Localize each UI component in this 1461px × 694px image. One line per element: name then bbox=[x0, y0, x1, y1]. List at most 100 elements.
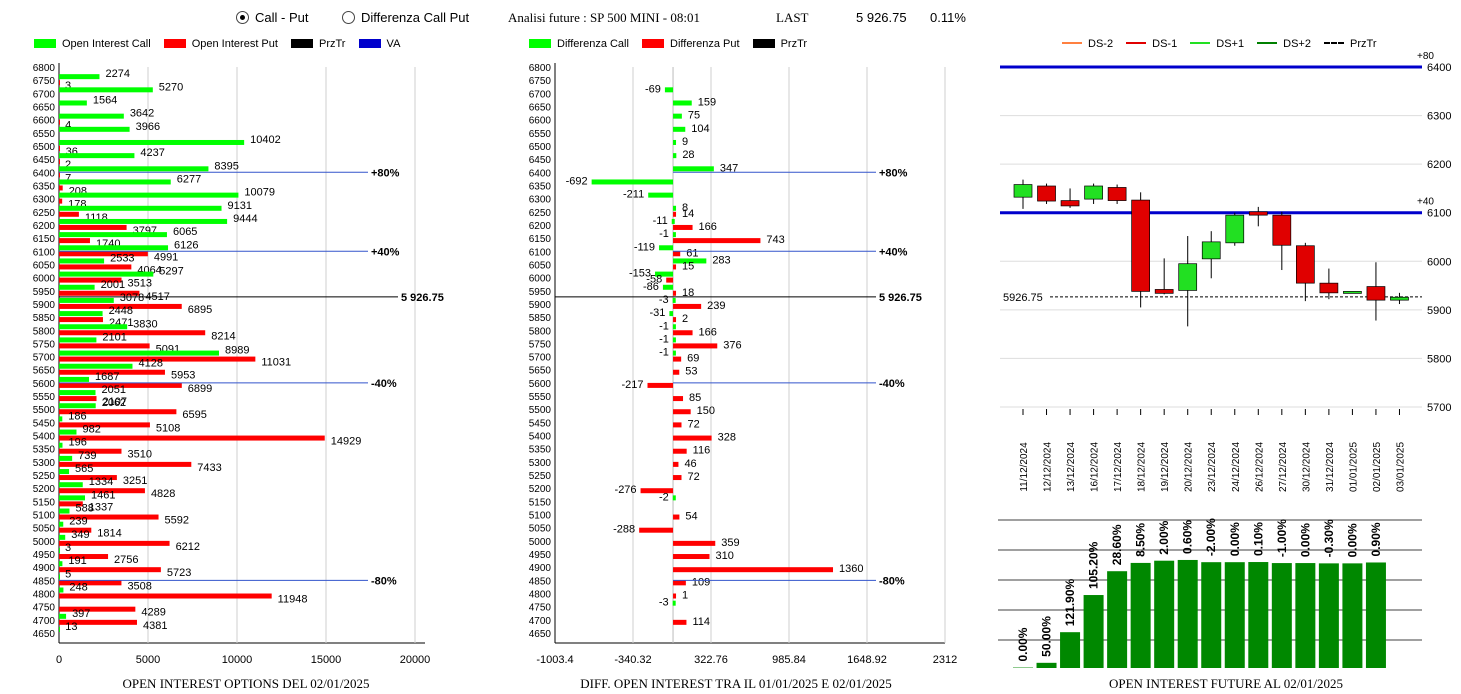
chart2-strike-label: 6400 bbox=[529, 168, 552, 179]
chart2-strike-label: 5950 bbox=[529, 287, 552, 298]
chart2-strike-label: 4700 bbox=[529, 616, 552, 627]
chart2-put-bar bbox=[666, 277, 674, 283]
chart1-put-bar bbox=[59, 172, 60, 178]
chart2-put-value: 239 bbox=[707, 300, 725, 312]
chart2-call-value: 159 bbox=[698, 96, 716, 108]
chart1-put-bar bbox=[59, 619, 137, 625]
chart4-value-label: 0.00% bbox=[1228, 522, 1242, 556]
radio-call-put[interactable]: Call - Put bbox=[236, 10, 308, 25]
chart2-put-value: 1360 bbox=[839, 563, 863, 575]
chart1-strike-label: 6750 bbox=[33, 76, 56, 87]
chart3-y-tick: 6100 bbox=[1427, 208, 1451, 220]
chart1-call-value: 5297 bbox=[159, 266, 183, 278]
chart1-call-bar bbox=[59, 153, 135, 159]
chart2-put-value: 166 bbox=[699, 326, 717, 338]
chart2-call-value: 75 bbox=[688, 110, 700, 122]
chart1-put-value: 4991 bbox=[154, 251, 178, 263]
chart2-strike-label: 5200 bbox=[529, 484, 552, 495]
chart2-call-value: -692 bbox=[566, 175, 588, 187]
chart1-put-value: 3513 bbox=[128, 278, 152, 290]
chart2-put-bar bbox=[673, 224, 693, 230]
chart2-put-bar bbox=[673, 396, 684, 402]
chart1-put-value: 5592 bbox=[165, 515, 189, 527]
chart1-call-value: 2062 bbox=[102, 397, 126, 409]
chart4-value-label: 0.00% bbox=[1298, 523, 1312, 557]
chart1-call-bar bbox=[59, 205, 222, 211]
chart1-strike-label: 5600 bbox=[33, 379, 56, 390]
chart1-call-bar bbox=[59, 429, 77, 435]
chart2-level-label: +40% bbox=[879, 246, 908, 258]
chart4-value-label: 0.90% bbox=[1369, 522, 1383, 556]
legend-diff-put-swatch bbox=[642, 39, 665, 48]
chart1-put-bar bbox=[59, 448, 122, 454]
chart1-call-bar bbox=[59, 245, 169, 251]
chart3-date-label: 26/12/2024 bbox=[1254, 442, 1265, 492]
chart2-strike-label: 6250 bbox=[529, 208, 552, 219]
legend-prztr3-line bbox=[1324, 42, 1345, 44]
chart1-x-tick: 5000 bbox=[136, 654, 160, 666]
chart4-value-label: -1.00% bbox=[1275, 519, 1289, 557]
chart1-strike-label: 4850 bbox=[33, 576, 56, 587]
chart4-bar bbox=[1365, 562, 1386, 668]
chart1-put-bar bbox=[59, 422, 150, 428]
chart1-put-value: 4 bbox=[65, 120, 71, 132]
chart4-bar bbox=[1342, 563, 1363, 668]
chart2-strike-label: 6700 bbox=[529, 89, 552, 100]
radio-difference[interactable]: Differenza Call Put bbox=[342, 10, 469, 25]
chart4-bar bbox=[1271, 563, 1292, 668]
chart2-call-bar bbox=[673, 205, 677, 211]
chart2-call-value: -2 bbox=[659, 491, 669, 503]
chart1-strike-label: 4650 bbox=[33, 629, 56, 640]
chart3-date-label: 31/12/2024 bbox=[1325, 442, 1336, 492]
chart1-put-bar bbox=[59, 277, 122, 283]
chart2-put-bar bbox=[673, 409, 691, 415]
chart1-strike-label: 5000 bbox=[33, 537, 56, 548]
chart3-date-label: 27/12/2024 bbox=[1278, 442, 1289, 492]
chart1-call-value: 3078 bbox=[120, 292, 144, 304]
chart2-call-value: -119 bbox=[634, 241, 655, 253]
chart2-strike-label: 5550 bbox=[529, 392, 552, 403]
chart2-call-bar bbox=[673, 153, 677, 159]
chart-candlestick: 6400 6300 6200 6100 6000 5900 5800 5700 +80 +40 59… bbox=[1000, 51, 1451, 492]
chart4-value-label: 121.90% bbox=[1063, 578, 1077, 626]
chart1-call-value: 239 bbox=[69, 516, 87, 528]
chart1-call-value: 3 bbox=[65, 542, 71, 554]
chart2-strike-label: 6450 bbox=[529, 155, 552, 166]
chart2-x-tick: -340.32 bbox=[614, 654, 651, 666]
chart2-level-label: +80% bbox=[879, 167, 908, 179]
chart1-call-bar bbox=[59, 495, 86, 501]
chart1-strike-label: 5700 bbox=[33, 353, 56, 364]
legend-diff-call-label: Differenza Call bbox=[557, 38, 629, 50]
chart2-put-value: 376 bbox=[723, 339, 741, 351]
chart1-strike-label: 5100 bbox=[33, 511, 56, 522]
chart2-put-bar bbox=[673, 317, 677, 323]
chart2-put-bar bbox=[673, 619, 687, 625]
chart1-strike-label: 6200 bbox=[33, 221, 56, 232]
chart2-call-value: -11 bbox=[653, 215, 668, 227]
chart2-put-bar bbox=[673, 264, 677, 270]
chart1-strike-label: 4750 bbox=[33, 603, 56, 614]
chart1-put-bar bbox=[59, 461, 192, 467]
chart3-candle-body bbox=[1154, 289, 1174, 294]
chart2-call-bar bbox=[672, 297, 676, 303]
chart1-put-bar bbox=[59, 369, 165, 375]
chart1-call-value: 4237 bbox=[140, 147, 164, 159]
legend-diff-put-label: Differenza Put bbox=[670, 38, 740, 50]
chart1-call-bar bbox=[59, 574, 60, 580]
chart1-put-bar bbox=[59, 382, 182, 388]
chart2-put-bar bbox=[673, 448, 687, 454]
chart1-put-value: 2756 bbox=[114, 554, 138, 566]
chart2-strike-label: 5100 bbox=[529, 511, 552, 522]
chart3-date-label: 20/12/2024 bbox=[1184, 442, 1195, 492]
chart1-call-bar bbox=[59, 561, 63, 567]
chart1-call-bar bbox=[59, 218, 228, 224]
chart1-call-value: 2274 bbox=[105, 68, 129, 80]
chart1-strike-label: 6700 bbox=[33, 89, 56, 100]
chart2-strike-label: 5750 bbox=[529, 339, 552, 350]
chart2-call-bar bbox=[671, 218, 675, 224]
radio-difference-label: Differenza Call Put bbox=[361, 10, 470, 25]
chart4-bar bbox=[1036, 662, 1057, 668]
chart1-strike-label: 6250 bbox=[33, 208, 56, 219]
chart1-call-value: 9444 bbox=[233, 213, 257, 225]
radio-call-put-label: Call - Put bbox=[255, 10, 309, 25]
